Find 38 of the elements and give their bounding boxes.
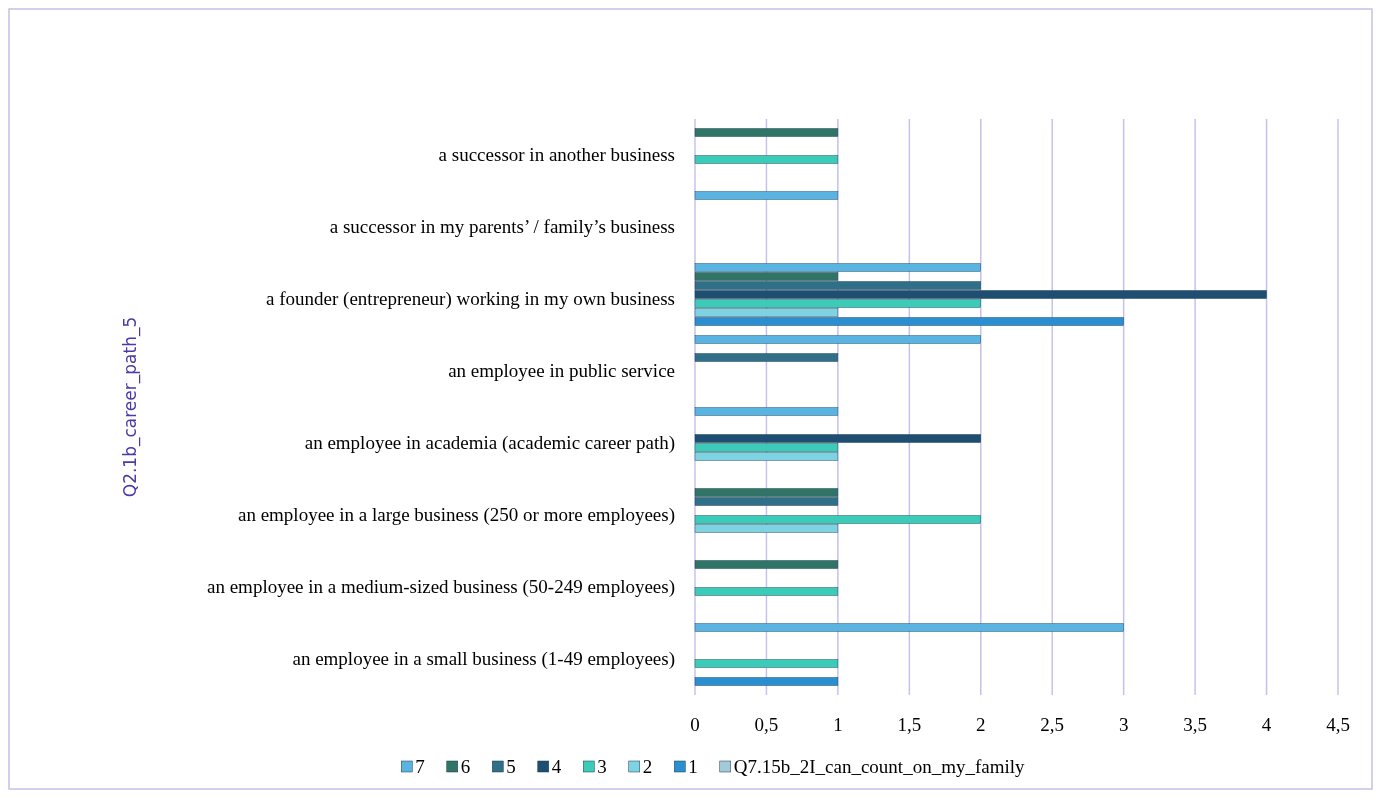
x-tick-label: 4,5 (1326, 714, 1350, 735)
legend-label: 4 (551, 756, 562, 777)
bar (694, 155, 839, 164)
legend-label: Q7.15b_2I_can_count_on_my_family (733, 756, 1025, 777)
x-tick-label: 1,5 (897, 714, 922, 735)
bar (694, 407, 839, 416)
y-axis-title: Q2.1b_career_path_5 (120, 316, 141, 498)
y-tick-label: a successor in another business (438, 144, 675, 165)
legend-label: 3 (597, 756, 607, 777)
legend-label: 1 (688, 756, 698, 777)
x-tick-label: 0 (690, 714, 700, 735)
y-tick-label: an employee in a small business (1-49 employees) (292, 648, 675, 670)
legend-label: 7 (415, 756, 425, 777)
legend-label: 5 (506, 756, 516, 777)
y-tick-label: an employee in academia (academic career path) (304, 432, 675, 454)
bar (694, 623, 1124, 632)
bar (694, 560, 839, 569)
x-tick-label: 2 (976, 714, 986, 735)
bar (694, 335, 981, 344)
y-tick-label: a founder (entrepreneur) working in my own business (266, 288, 675, 310)
y-tick-label: a successor in my parents’ / family’s business (329, 216, 675, 237)
y-tick-label: an employee in a large business (250 or more employees) (237, 504, 675, 526)
legend-label: 6 (460, 756, 471, 777)
legend-label: 2 (642, 756, 653, 777)
x-tick-label: 0,5 (754, 714, 779, 735)
bar (694, 659, 839, 668)
bar (694, 677, 839, 686)
x-tick-label: 3 (1118, 714, 1129, 735)
x-tick-label: 2,5 (1040, 714, 1065, 735)
x-tick-label: 3,5 (1183, 714, 1207, 735)
y-tick-label: an employee in a medium-sized business (50-249 employees) (206, 576, 675, 598)
bar (694, 191, 839, 200)
bar (694, 128, 839, 137)
bar (694, 587, 839, 596)
x-tick-label: 4 (1261, 714, 1272, 735)
bar (694, 353, 839, 362)
y-tick-label: an employee in public service (448, 360, 675, 381)
x-tick-label: 1 (833, 714, 843, 735)
